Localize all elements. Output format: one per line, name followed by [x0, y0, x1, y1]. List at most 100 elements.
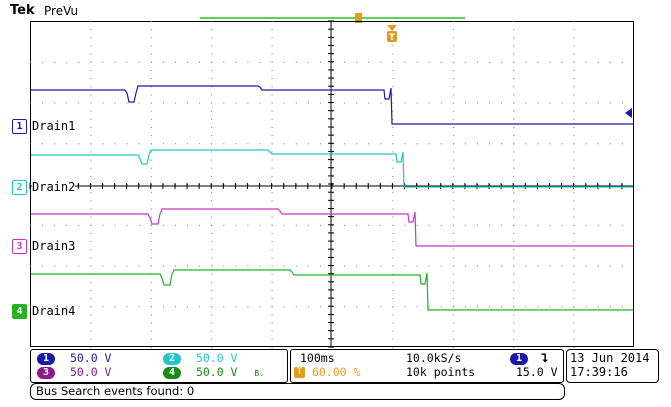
grid-dot [90, 175, 92, 177]
grid-dot [513, 298, 515, 300]
time-per-division[interactable]: 100ms [300, 351, 335, 365]
grid-dot [138, 265, 140, 267]
grid-dot [114, 61, 116, 63]
grid-dot [90, 118, 92, 120]
grid-dot [501, 306, 503, 308]
grid-dot [102, 102, 104, 104]
grid-dot [597, 224, 599, 226]
grid-dot [452, 151, 454, 153]
grid-dot [271, 175, 273, 177]
grid-dot [452, 273, 454, 275]
grid-dot [150, 61, 152, 63]
grid-dot [150, 232, 152, 234]
ch1-marker[interactable]: 1 [12, 119, 27, 134]
grid-dot [573, 151, 575, 153]
grid-dot [392, 208, 394, 210]
grid-dot [150, 37, 152, 39]
grid-dot [78, 102, 80, 104]
grid-dot [150, 45, 152, 47]
grid-dot [271, 273, 273, 275]
grid-dot [585, 265, 587, 267]
grid-dot [102, 306, 104, 308]
grid-dot [90, 127, 92, 128]
grid-dot [150, 86, 152, 88]
grid-dot [162, 224, 164, 226]
grid-dot [380, 143, 382, 145]
grid-dot [452, 69, 454, 71]
grid-dot [150, 265, 152, 267]
grid-dot [175, 224, 176, 226]
grid-dot [513, 265, 515, 267]
grid-dot [621, 102, 623, 104]
grid-dot [392, 53, 394, 55]
grid-dot [54, 265, 56, 267]
ch2-marker[interactable]: 2 [12, 180, 27, 195]
ch4-scale[interactable]: 4 50.0 V Bᵥ [163, 365, 264, 379]
grid-dot [501, 265, 503, 267]
grid-dot [573, 314, 575, 316]
grid-dot [392, 151, 394, 153]
ch3-marker[interactable]: 3 [12, 239, 27, 254]
grid-dot [440, 102, 442, 104]
grid-dot [513, 175, 515, 177]
grid-dot [90, 102, 92, 104]
grid-dot [513, 289, 515, 291]
grid-dot [271, 216, 273, 218]
grid-dot [54, 224, 56, 226]
ch1-scale[interactable]: 1 50.0 V [37, 351, 111, 365]
grid-dot [573, 110, 575, 112]
ch3-scale[interactable]: 3 50.0 V [37, 365, 111, 379]
trigger-position-readout[interactable]: T 60.00 % [294, 365, 360, 379]
grid-dot [392, 249, 394, 251]
grid-dot [223, 61, 225, 63]
grid-dot [211, 298, 213, 300]
grid-dot [187, 102, 188, 104]
grid-dot [392, 118, 394, 120]
trigger-position-marker[interactable] [387, 31, 397, 42]
trigger-source[interactable]: 1 ⮧ [510, 351, 548, 366]
grid-dot [307, 224, 309, 226]
grid-dot [102, 265, 104, 267]
grid-dot [452, 167, 454, 169]
grid-dot [416, 143, 418, 145]
grid-dot [452, 53, 454, 55]
grid-dot [452, 175, 454, 177]
grid-dot [138, 143, 140, 145]
grid-dot [368, 102, 370, 104]
grid-dot [211, 232, 213, 234]
grid-dot [223, 224, 225, 226]
grid-dot [573, 175, 575, 177]
ch2-scale[interactable]: 2 50.0 V [163, 351, 237, 365]
grid-dot [283, 61, 285, 63]
grid-dot [211, 330, 213, 332]
grid-dot [90, 306, 92, 308]
grid-dot [537, 306, 539, 308]
grid-dot [90, 298, 92, 300]
trigger-level-arrow[interactable] [625, 108, 632, 118]
grid-dot [573, 330, 575, 332]
grid-dot [307, 143, 309, 145]
grid-dot [573, 281, 575, 283]
grid-dot [344, 224, 346, 226]
trigger-level[interactable]: 15.0 V [516, 365, 558, 379]
grid-dot [452, 249, 454, 251]
grid-dot [271, 314, 273, 316]
grid-dot [573, 127, 575, 128]
grid-dot [392, 86, 394, 88]
grid-dot [66, 102, 68, 104]
ch4-marker[interactable]: 4 [12, 304, 27, 319]
grid-dot [573, 224, 575, 226]
grid-dot [42, 265, 44, 267]
grid-dot [513, 347, 515, 348]
grid-dot [42, 61, 44, 63]
grid-dot [199, 61, 201, 63]
grid-dot [621, 265, 623, 267]
grid-dot [380, 102, 382, 104]
grid-dot [295, 143, 297, 145]
grid-dot [573, 338, 575, 340]
grid-dot [585, 224, 587, 226]
grid-dot [126, 61, 128, 63]
acquisition-mode-label: PreVu [44, 4, 79, 18]
grid-dot [525, 306, 527, 308]
